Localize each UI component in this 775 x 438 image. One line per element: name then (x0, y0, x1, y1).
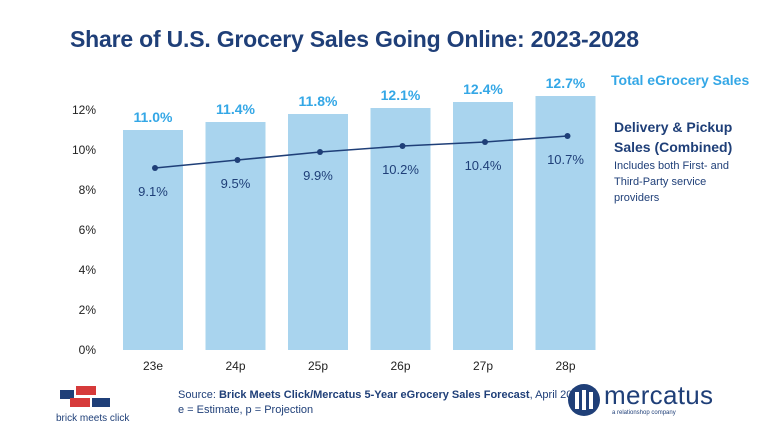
x-tick-label: 26p (390, 359, 410, 373)
source-note: Source: Brick Meets Click/Mercatus 5-Yea… (178, 388, 588, 418)
bar-value-label: 12.1% (381, 87, 421, 103)
x-tick-label: 23e (143, 359, 163, 373)
brick-meets-click-logo-icon (60, 386, 110, 407)
line-point (152, 165, 158, 171)
source-title: Brick Meets Click/Mercatus 5-Year eGroce… (218, 389, 530, 401)
y-tick-label: 8% (79, 183, 97, 197)
line-point (564, 133, 571, 139)
legend-note-line2: Third-Party service (614, 176, 707, 188)
y-tick-label: 2% (79, 303, 97, 317)
x-tick-label: 24p (225, 359, 245, 373)
legend-delivery-pickup: Delivery & Pickup Sales (Combined) (614, 117, 732, 157)
bar-value-label: 11.4% (216, 101, 255, 117)
y-tick-label: 10% (72, 143, 96, 157)
line-point (317, 149, 323, 155)
chart-title: Share of U.S. Grocery Sales Going Online… (70, 26, 639, 52)
y-tick-label: 6% (79, 223, 97, 237)
legend-note: Includes both First- and Third-Party ser… (614, 158, 754, 206)
line-value-label: 9.5% (221, 176, 251, 191)
line-value-label: 9.9% (303, 168, 333, 183)
legend-dp-line2: Sales (Combined) (614, 139, 733, 155)
bar-value-label: 12.7% (546, 75, 586, 91)
bar-value-label: 12.4% (463, 81, 503, 97)
legend-note-line1: Includes both First- and (614, 160, 729, 172)
x-tick-label: 25p (308, 359, 328, 373)
bar-24p (205, 122, 266, 350)
legend-total-egrocery: Total eGrocery Sales (611, 72, 750, 88)
bar-value-label: 11.8% (299, 93, 338, 109)
y-tick-label: 0% (79, 343, 97, 357)
bar-value-label: 11.0% (134, 109, 173, 125)
y-tick-label: 4% (79, 263, 97, 277)
line-value-label: 9.1% (138, 184, 168, 199)
mercatus-logo-text: mercatus (604, 380, 714, 410)
line-point (482, 139, 488, 145)
x-tick-label: 27p (473, 359, 493, 373)
legend-note-line3: providers (614, 192, 660, 204)
bar-25p (288, 114, 348, 350)
line-point (399, 143, 406, 149)
delivery-pickup-line (154, 135, 568, 169)
legend-dp-line1: Delivery & Pickup (614, 119, 733, 135)
bar-23e (123, 130, 183, 350)
line-value-label: 10.2% (382, 162, 419, 177)
line-value-label: 10.7% (547, 152, 584, 167)
y-tick-label: 12% (72, 103, 96, 117)
bar-27p (453, 102, 513, 350)
source-prefix: Source: (178, 389, 219, 401)
brick-meets-click-logo-text: brick meets click (56, 413, 130, 424)
line-point (234, 157, 241, 163)
mercatus-logo-icon (568, 384, 600, 416)
line-value-label: 10.4% (465, 158, 502, 173)
x-tick-label: 28p (555, 359, 575, 373)
source-legend-key: e = Estimate, p = Projection (178, 404, 314, 416)
mercatus-tagline: a relationshop company (612, 410, 676, 416)
